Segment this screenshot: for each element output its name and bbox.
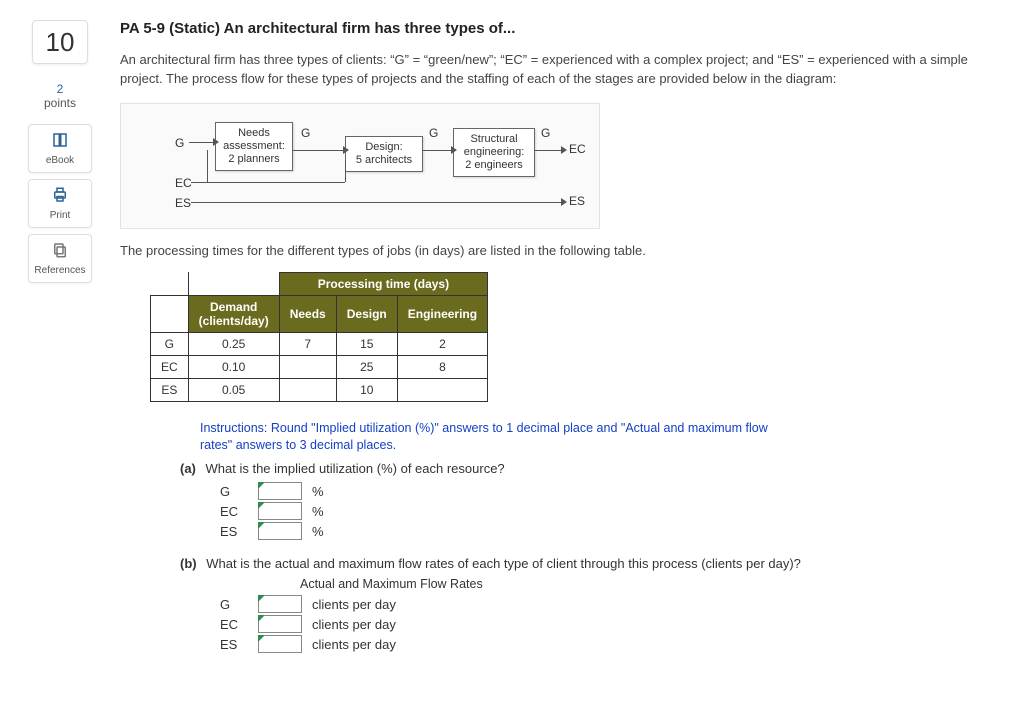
book-icon (51, 131, 69, 152)
part-a: (a) What is the implied utilization (%) … (180, 461, 1004, 476)
answer-client-label: G (220, 484, 248, 499)
instructions-note: Instructions: Round "Implied utilization… (200, 420, 780, 454)
diagram-output-label: ES (569, 194, 585, 208)
part-a-answer-row: EC% (220, 502, 1004, 520)
diagram-input-label: G (175, 136, 184, 150)
answer-client-label: EC (220, 617, 248, 632)
diagram-box-struct: Structuralengineering:2 engineers (453, 128, 535, 178)
diagram-box-design: Design:5 architects (345, 136, 423, 172)
answer-unit: % (312, 524, 324, 539)
references-button[interactable]: References (28, 234, 92, 283)
answer-input[interactable] (258, 482, 302, 500)
part-b-answer-row: Gclients per day (220, 595, 1004, 613)
answer-input[interactable] (258, 522, 302, 540)
printer-icon (51, 186, 69, 207)
diagram-edge-label: G (301, 126, 310, 140)
answer-client-label: G (220, 597, 248, 612)
part-a-answer-row: G% (220, 482, 1004, 500)
points-number: 2 (57, 82, 64, 96)
process-diagram: G EC ES Needsassessment:2 planners Design:5 … (120, 103, 600, 229)
question-title: PA 5-9 (Static) An architectural firm ha… (120, 20, 1004, 37)
part-b-answer-row: ES clients per day (220, 635, 1004, 653)
diagram-input-label: EC (175, 176, 192, 190)
question-content: PA 5-9 (Static) An architectural firm ha… (120, 20, 1004, 655)
answer-input[interactable] (258, 615, 302, 633)
answer-unit: % (312, 484, 324, 499)
diagram-edge-label: G (541, 126, 550, 140)
question-number: 10 (32, 20, 88, 64)
answer-client-label: ES (220, 637, 248, 652)
processing-time-table: Processing time (days)Demand (clients/da… (150, 272, 488, 402)
diagram-output-label: EC (569, 142, 586, 156)
diagram-input-label: ES (175, 196, 191, 210)
part-b-answer-row: EC clients per day (220, 615, 1004, 633)
answer-unit: % (312, 504, 324, 519)
tool-button-label: Print (50, 210, 71, 221)
part-a-text: What is the implied utilization (%) of e… (206, 461, 505, 476)
part-a-label: (a) (180, 461, 196, 476)
copy-icon (51, 241, 69, 262)
diagram-box-needs: Needsassessment:2 planners (215, 122, 293, 172)
part-b-text: What is the actual and maximum flow rate… (206, 556, 801, 571)
ebook-button[interactable]: eBook (28, 124, 92, 173)
answer-client-label: EC (220, 504, 248, 519)
points-label: points (44, 96, 76, 110)
answer-input[interactable] (258, 595, 302, 613)
print-button[interactable]: Print (28, 179, 92, 228)
tool-button-label: eBook (46, 155, 74, 166)
part-b-label: (b) (180, 556, 197, 571)
part-b: (b) What is the actual and maximum flow … (180, 556, 1004, 571)
part-a-answer-row: ES% (220, 522, 1004, 540)
answer-unit: clients per day (312, 637, 396, 652)
answer-client-label: ES (220, 524, 248, 539)
sidebar: 10 2 points eBook Print References (20, 20, 100, 655)
table-intro: The processing times for the different t… (120, 243, 1004, 258)
answer-input[interactable] (258, 635, 302, 653)
answer-input[interactable] (258, 502, 302, 520)
question-description: An architectural firm has three types of… (120, 51, 1004, 89)
tool-button-label: References (34, 265, 85, 276)
answer-unit: clients per day (312, 617, 396, 632)
points-indicator: 2 points (44, 82, 76, 110)
part-b-subtitle: Actual and Maximum Flow Rates (300, 577, 1004, 591)
answer-unit: clients per day (312, 597, 396, 612)
diagram-edge-label: G (429, 126, 438, 140)
